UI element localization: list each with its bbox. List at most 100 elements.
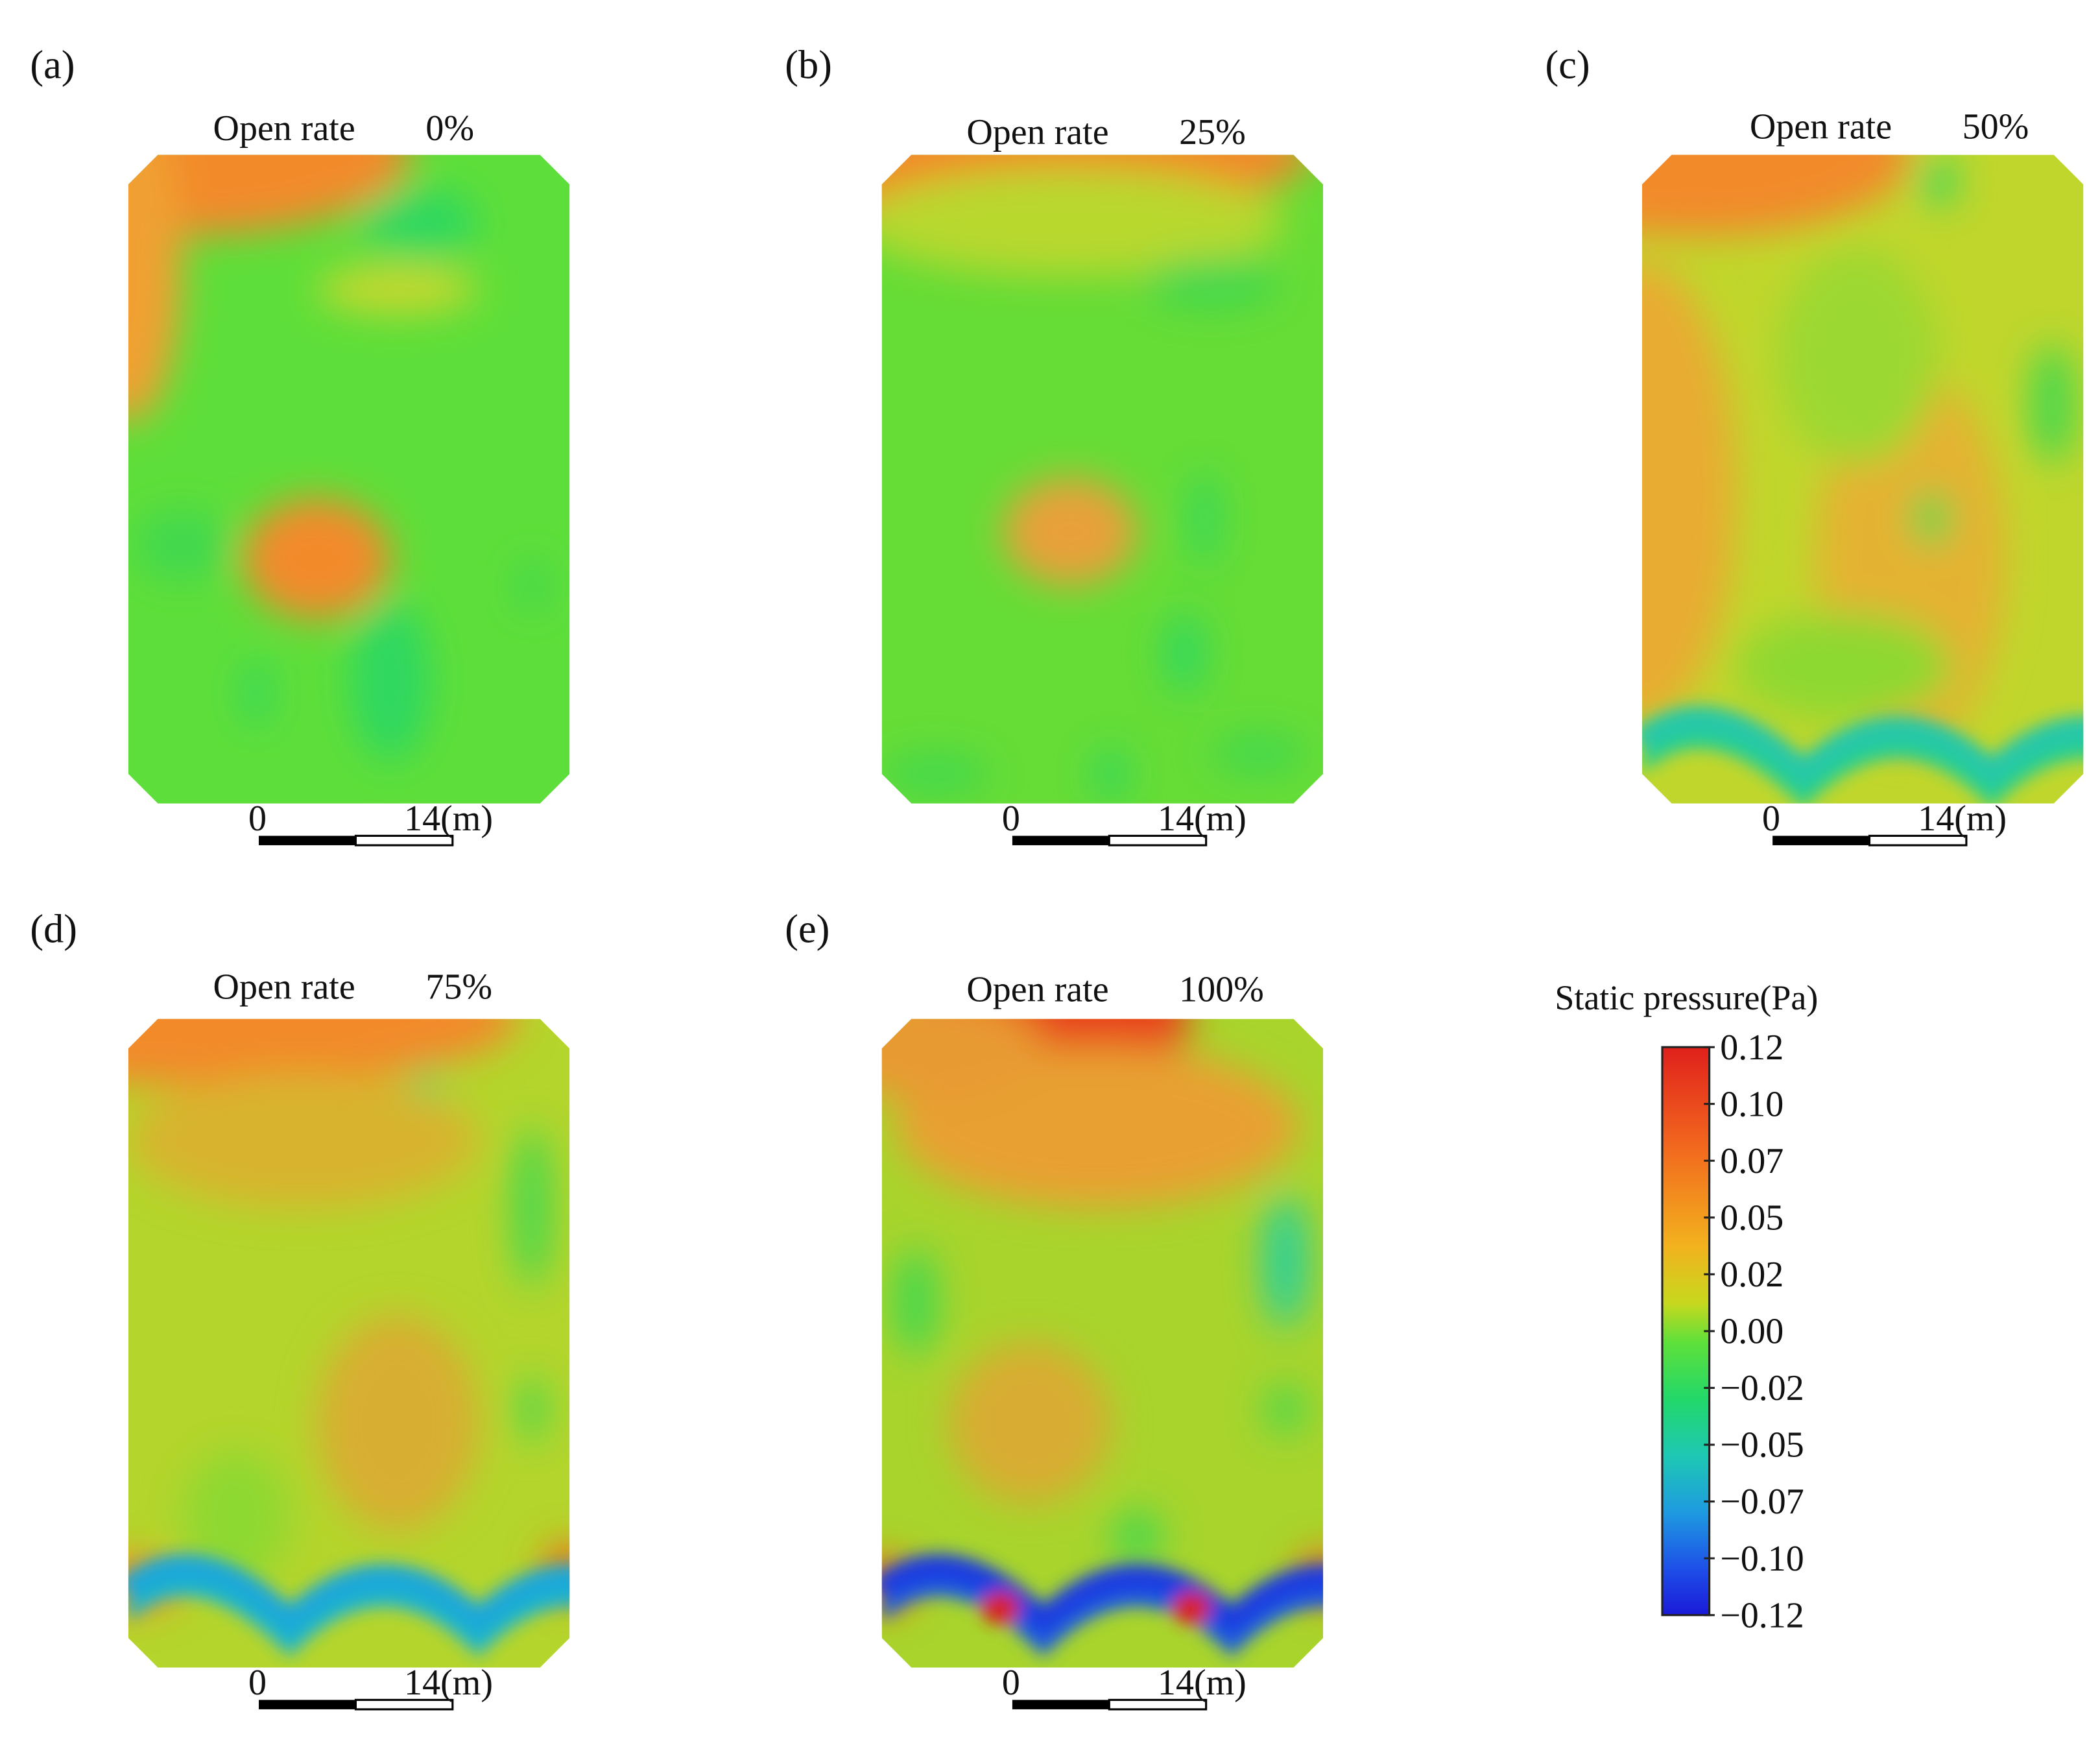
scale-bar-black — [259, 1700, 356, 1709]
scale-bar-black — [259, 836, 356, 845]
contour-map — [1641, 154, 2084, 804]
panel: (c) Open rate 50% 0 14(m) — [1545, 43, 2084, 847]
pressure-zone — [1736, 612, 1952, 720]
wave-band — [128, 1554, 570, 1654]
pressure-zone — [413, 1068, 441, 1096]
pressure-zone — [1003, 477, 1138, 586]
colorbar-tick-label: 0.12 — [1720, 1028, 1784, 1068]
pressure-zone — [1144, 258, 1279, 307]
scale-bar-white — [1868, 834, 1968, 847]
panel: (d) Open rate 75% 0 14(m) — [30, 907, 570, 1711]
panel-letter: (c) — [1545, 43, 1590, 87]
scale-end: 14(m) — [1918, 799, 2007, 839]
scale-bar-white — [354, 1698, 454, 1711]
bottom-waves — [128, 1554, 570, 1657]
map-field — [881, 154, 1313, 801]
pressure-zone — [350, 599, 431, 761]
colorbar-tick-label: −0.02 — [1720, 1368, 1804, 1408]
contour-map — [128, 154, 570, 804]
panel-letter: (b) — [785, 43, 832, 87]
wave-band-inner — [1641, 735, 2084, 804]
scale-start: 0 — [248, 1663, 267, 1703]
pressure-zone — [881, 168, 1286, 276]
bottom-waves — [881, 1554, 1324, 1657]
pressure-spot — [1172, 1592, 1210, 1625]
panel-title-label: Open rate — [213, 967, 355, 1007]
pressure-zone — [316, 1315, 479, 1530]
wave-band-inner — [128, 1583, 570, 1657]
panel-letter: (e) — [785, 907, 829, 951]
colorbar-scale — [1661, 1046, 1711, 1617]
contour-map — [128, 1018, 570, 1668]
pressure-zone — [894, 1247, 937, 1356]
map-field — [1641, 154, 2074, 747]
map-field — [128, 1018, 570, 1611]
contour-map — [881, 1018, 1324, 1668]
panel-title-value: 75% — [425, 967, 492, 1007]
colorbar-title: Static pressure(Pa) — [1555, 978, 1818, 1017]
pressure-zone — [182, 1449, 290, 1584]
scale-end: 14(m) — [404, 799, 493, 839]
pressure-zone — [1267, 1384, 1305, 1434]
map-field — [128, 154, 549, 761]
pressure-zone — [1641, 154, 1911, 236]
colorbar-tick-label: 0.10 — [1720, 1084, 1784, 1124]
panel-letter: (d) — [30, 907, 77, 951]
scale-bar-white — [1108, 1698, 1208, 1711]
contour-map — [881, 154, 1324, 804]
pressure-zone — [128, 1072, 479, 1208]
panel-title-label: Open rate — [966, 112, 1108, 152]
pressure-zone — [1263, 1194, 1307, 1329]
panel-title-label: Open rate — [966, 970, 1108, 1010]
scale-end: 14(m) — [404, 1663, 493, 1703]
panels: (a) Open rate 0% 0 14(m) (b) Open rate 25% 0 14(m… — [30, 43, 2084, 1711]
colorbar-tick-label: 0.02 — [1720, 1255, 1784, 1295]
pressure-zone — [2031, 343, 2074, 464]
pressure-spot — [981, 1592, 1020, 1625]
scale-end: 14(m) — [1158, 1663, 1247, 1703]
scale-start: 0 — [1002, 799, 1020, 839]
pressure-zone — [128, 1018, 519, 1087]
colorbar-tick-label: −0.05 — [1720, 1425, 1804, 1465]
wave-band-inner — [881, 1583, 1324, 1657]
pressure-zone — [1113, 1510, 1162, 1564]
pressure-zone — [1211, 734, 1306, 773]
pressure-zone — [135, 511, 230, 579]
pressure-zone — [1094, 747, 1127, 801]
panel-title-label: Open rate — [1750, 107, 1892, 147]
scale-end: 14(m) — [1158, 799, 1247, 839]
pressure-zone — [1912, 491, 1950, 546]
colorbar-tick-label: −0.12 — [1720, 1595, 1804, 1635]
wave-band — [1641, 706, 2084, 804]
pressure-zone — [1191, 471, 1219, 566]
pressure-zone — [881, 1018, 1044, 1100]
map-base — [128, 154, 570, 804]
colorbar-tick-label: −0.10 — [1720, 1539, 1804, 1579]
scale-bar-black — [1772, 836, 1870, 845]
colorbar-tick-label: −0.07 — [1720, 1482, 1804, 1522]
panel-letter: (a) — [30, 43, 75, 87]
panel-title-value: 50% — [1963, 107, 2029, 147]
panel-title-label: Open rate — [213, 108, 355, 149]
pressure-zone — [1919, 160, 1957, 204]
scale-bar-black — [1012, 836, 1110, 845]
pressure-zone — [881, 754, 990, 793]
pressure-zone — [1641, 262, 1737, 720]
scale-bar-white — [354, 834, 454, 847]
pressure-zone — [128, 154, 411, 236]
map-field — [881, 1018, 1324, 1611]
bottom-waves — [1641, 706, 2084, 804]
pressure-zone — [243, 659, 270, 727]
scale-start: 0 — [1762, 799, 1780, 839]
panel: (b) Open rate 25% 0 14(m) — [785, 43, 1324, 847]
colorbar-tick-label: 0.07 — [1720, 1141, 1784, 1181]
pressure-zone — [128, 154, 182, 424]
panel-title-value: 100% — [1179, 970, 1264, 1010]
scale-bar-black — [1012, 1700, 1110, 1709]
panel: (a) Open rate 0% 0 14(m) — [30, 43, 570, 847]
panel-title-value: 25% — [1179, 112, 1246, 152]
scale-start: 0 — [248, 799, 267, 839]
scale-start: 0 — [1002, 1663, 1020, 1703]
map-base — [881, 154, 1324, 804]
